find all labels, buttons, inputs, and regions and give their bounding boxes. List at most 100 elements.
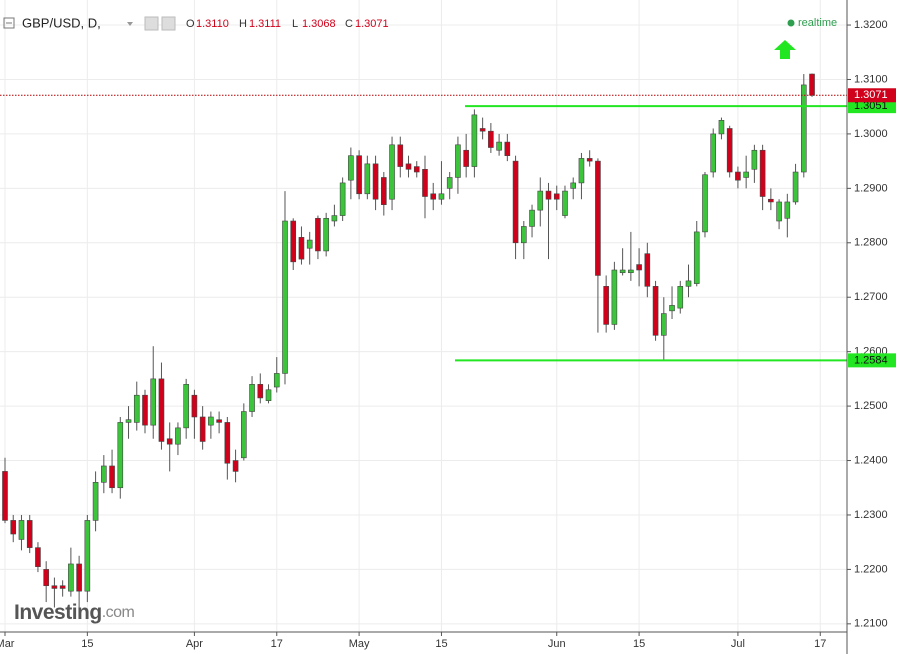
candle-body	[389, 144, 395, 200]
candle-body	[430, 193, 437, 200]
x-tick-label: 15	[435, 638, 447, 650]
candle-body	[784, 201, 791, 219]
candle-body	[743, 171, 749, 178]
candle-body	[249, 384, 255, 412]
candle-body	[59, 585, 66, 589]
candle-body	[315, 217, 321, 252]
candle-body	[586, 158, 593, 162]
x-tick-label: Jun	[548, 638, 566, 650]
candle-body	[529, 209, 535, 227]
level-tag	[848, 353, 896, 368]
x-tick-label: Jul	[731, 638, 745, 650]
candle-body	[125, 419, 132, 423]
candle-body	[768, 198, 774, 203]
ohlc-readout: O 1.3110 H 1.3111 L 1.3068 C 1.3071	[186, 18, 389, 30]
candle-body	[101, 465, 107, 483]
up-arrow	[774, 40, 796, 59]
candle-body	[636, 264, 642, 271]
candle-body	[306, 239, 313, 249]
candle-body	[422, 168, 428, 197]
ohlc-value: 1.3071	[355, 18, 389, 30]
realtime-dot	[787, 19, 795, 27]
symbol: GBP/USD, D,	[22, 15, 101, 30]
candle-body	[381, 177, 387, 205]
candle-body	[693, 231, 700, 284]
candle-body	[166, 438, 173, 445]
y-tick-label: 1.2200	[854, 563, 888, 575]
y-tick-label: 1.2400	[854, 454, 888, 466]
collapse-icon[interactable]	[3, 17, 15, 29]
candle-body	[553, 193, 560, 200]
candle-body	[479, 128, 486, 132]
level-tag	[848, 99, 896, 114]
candle-body	[628, 269, 634, 274]
candle-body	[364, 163, 371, 195]
candle-body	[446, 177, 453, 189]
dropdown-caret[interactable]	[127, 22, 133, 26]
candle-body	[669, 305, 675, 312]
candle-body	[619, 269, 626, 274]
candle-body	[595, 160, 601, 276]
candle-body	[718, 120, 725, 135]
candle-body	[183, 384, 189, 429]
x-tick-label: Mar	[0, 638, 15, 650]
candle-body	[232, 460, 239, 472]
settings-icon[interactable]	[161, 16, 176, 31]
candle-body	[257, 384, 264, 399]
y-tick-label: 1.2900	[854, 182, 888, 194]
candle-body	[652, 286, 659, 336]
candle-body	[199, 416, 206, 442]
candle-body	[142, 394, 148, 426]
y-tick-label: 1.2800	[854, 237, 888, 249]
candle-body	[356, 155, 362, 195]
candle-body	[158, 378, 165, 442]
candle-body	[463, 149, 469, 167]
candle-body	[348, 155, 354, 181]
x-tick-label: 17	[814, 638, 826, 650]
y-tick-label: 1.2300	[854, 509, 888, 521]
candle-body	[290, 220, 297, 263]
candle-body	[735, 171, 741, 181]
candle-body	[372, 163, 379, 200]
y-tick-label: 1.3200	[854, 19, 888, 31]
candle-body	[43, 569, 49, 587]
candle-body	[150, 378, 157, 426]
logo-main: Investing	[14, 601, 102, 624]
logo: Investing.com	[14, 601, 135, 624]
candle-body	[702, 174, 708, 233]
candle-body	[800, 84, 807, 173]
candle-body	[562, 190, 568, 216]
candle-body	[68, 563, 74, 592]
candle-body	[175, 427, 181, 445]
last-price-label: 1.3071	[854, 89, 888, 101]
candle-body	[76, 563, 82, 592]
candle-body	[51, 585, 58, 589]
realtime-label: realtime	[798, 17, 837, 29]
candle-body	[521, 226, 527, 244]
candle-body	[570, 182, 577, 189]
candle-body	[438, 193, 445, 200]
candle-body	[792, 171, 799, 203]
x-tick-label: 15	[81, 638, 93, 650]
candle-body	[488, 130, 494, 148]
ohlc-key: L	[292, 18, 298, 30]
candle-body	[273, 373, 280, 388]
candle-body	[471, 114, 478, 167]
candle-body	[776, 201, 782, 222]
candle-body	[216, 419, 222, 423]
candle-body	[644, 253, 651, 287]
y-tick-label: 1.3100	[854, 73, 888, 85]
candle-body	[241, 411, 247, 459]
candle-body	[282, 220, 288, 374]
settings-icon[interactable]	[144, 16, 159, 31]
candle-body	[504, 141, 511, 156]
candle-body	[18, 520, 25, 540]
ohlc-key: O	[186, 18, 195, 30]
candle-body	[265, 389, 272, 401]
logo-suffix: .com	[102, 604, 135, 621]
candle-body	[339, 182, 346, 216]
candle-body	[660, 313, 667, 336]
candle-body	[117, 422, 124, 489]
